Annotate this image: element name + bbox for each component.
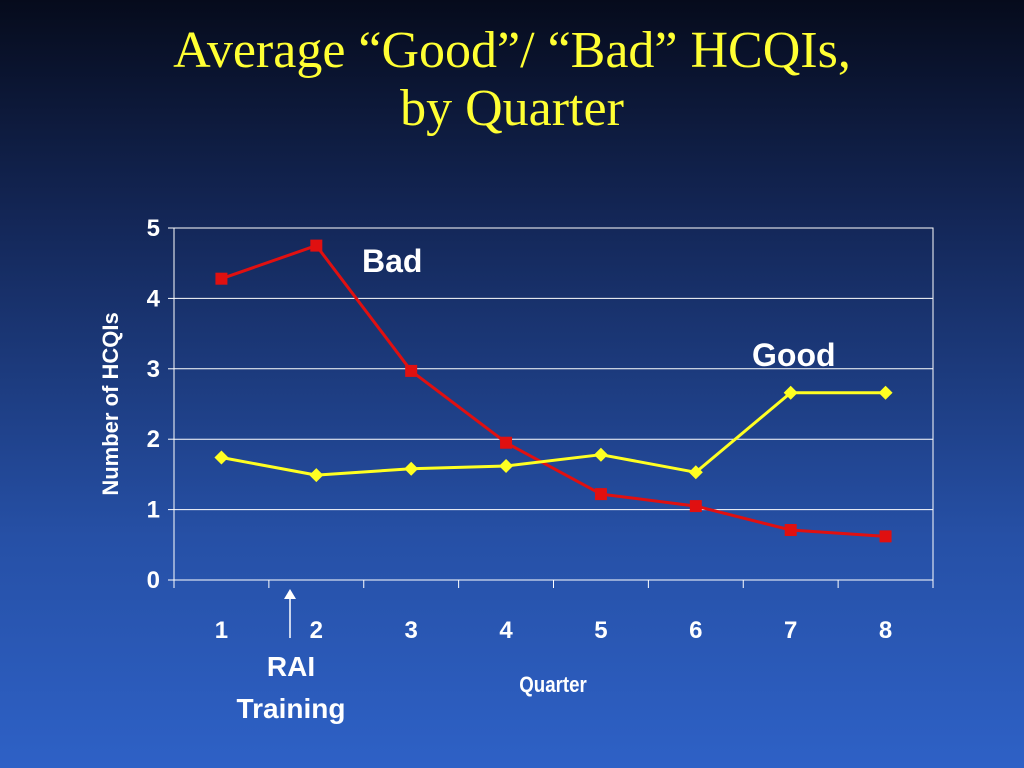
x-tick-label: 8 [879,617,892,644]
data-point-good [593,447,608,462]
data-point-good [688,465,703,480]
gridlines [174,297,933,511]
y-axis-ticks: 0 1 2 3 4 5 [147,215,174,594]
y-axis-title: Number of HCQIs [98,312,123,495]
data-point-good [309,468,324,483]
y-tick-label: 3 [147,356,160,383]
annotation-arrow-head [284,589,296,599]
series-line-bad [220,244,886,538]
x-tick-label: 4 [499,617,513,644]
plot-area [173,227,934,581]
x-tick-label: 1 [215,617,228,644]
data-point-bad [594,488,607,501]
rai-training-annotation: RAI Training [237,589,346,724]
x-tick-label: 7 [784,617,797,644]
data-point-bad [215,272,228,285]
y-tick-label: 5 [147,215,160,242]
data-point-good [214,450,229,465]
data-point-bad [405,364,418,377]
y-tick-label: 0 [147,567,160,594]
annotation-label-line-1: RAI [267,651,315,682]
series-good [214,385,893,483]
x-tick-label: 2 [310,617,323,644]
y-tick-label: 2 [147,426,160,453]
x-tick-label: 5 [594,617,607,644]
annotation-label-line-2: Training [237,693,346,724]
series-label-bad: Bad [362,243,422,279]
title-line-1: Average “Good”/ “Bad” HCQIs, [173,22,851,79]
series-label-good: Good [752,337,836,373]
data-point-bad [879,530,892,543]
data-point-good [878,385,893,400]
y-tick-label: 4 [147,285,161,312]
x-axis-title: Quarter [519,674,587,698]
title-line-2: by Quarter [400,80,624,137]
data-point-bad [784,524,797,537]
series-bad [215,239,892,543]
data-point-good [499,458,514,473]
y-tick-label: 1 [147,497,160,524]
x-axis-ticks: 1 2 3 4 5 6 7 8 [173,580,934,644]
series-line-good [221,391,886,477]
slide-title: Average “Good”/ “Bad” HCQIs, by Quarter [0,22,1024,138]
series-group [214,239,893,543]
data-point-bad [689,500,702,513]
x-tick-label: 6 [689,617,702,644]
data-point-bad [500,436,513,449]
data-point-good [404,461,419,476]
data-point-good [783,385,798,400]
data-point-bad [310,239,323,252]
x-tick-label: 3 [405,617,418,644]
